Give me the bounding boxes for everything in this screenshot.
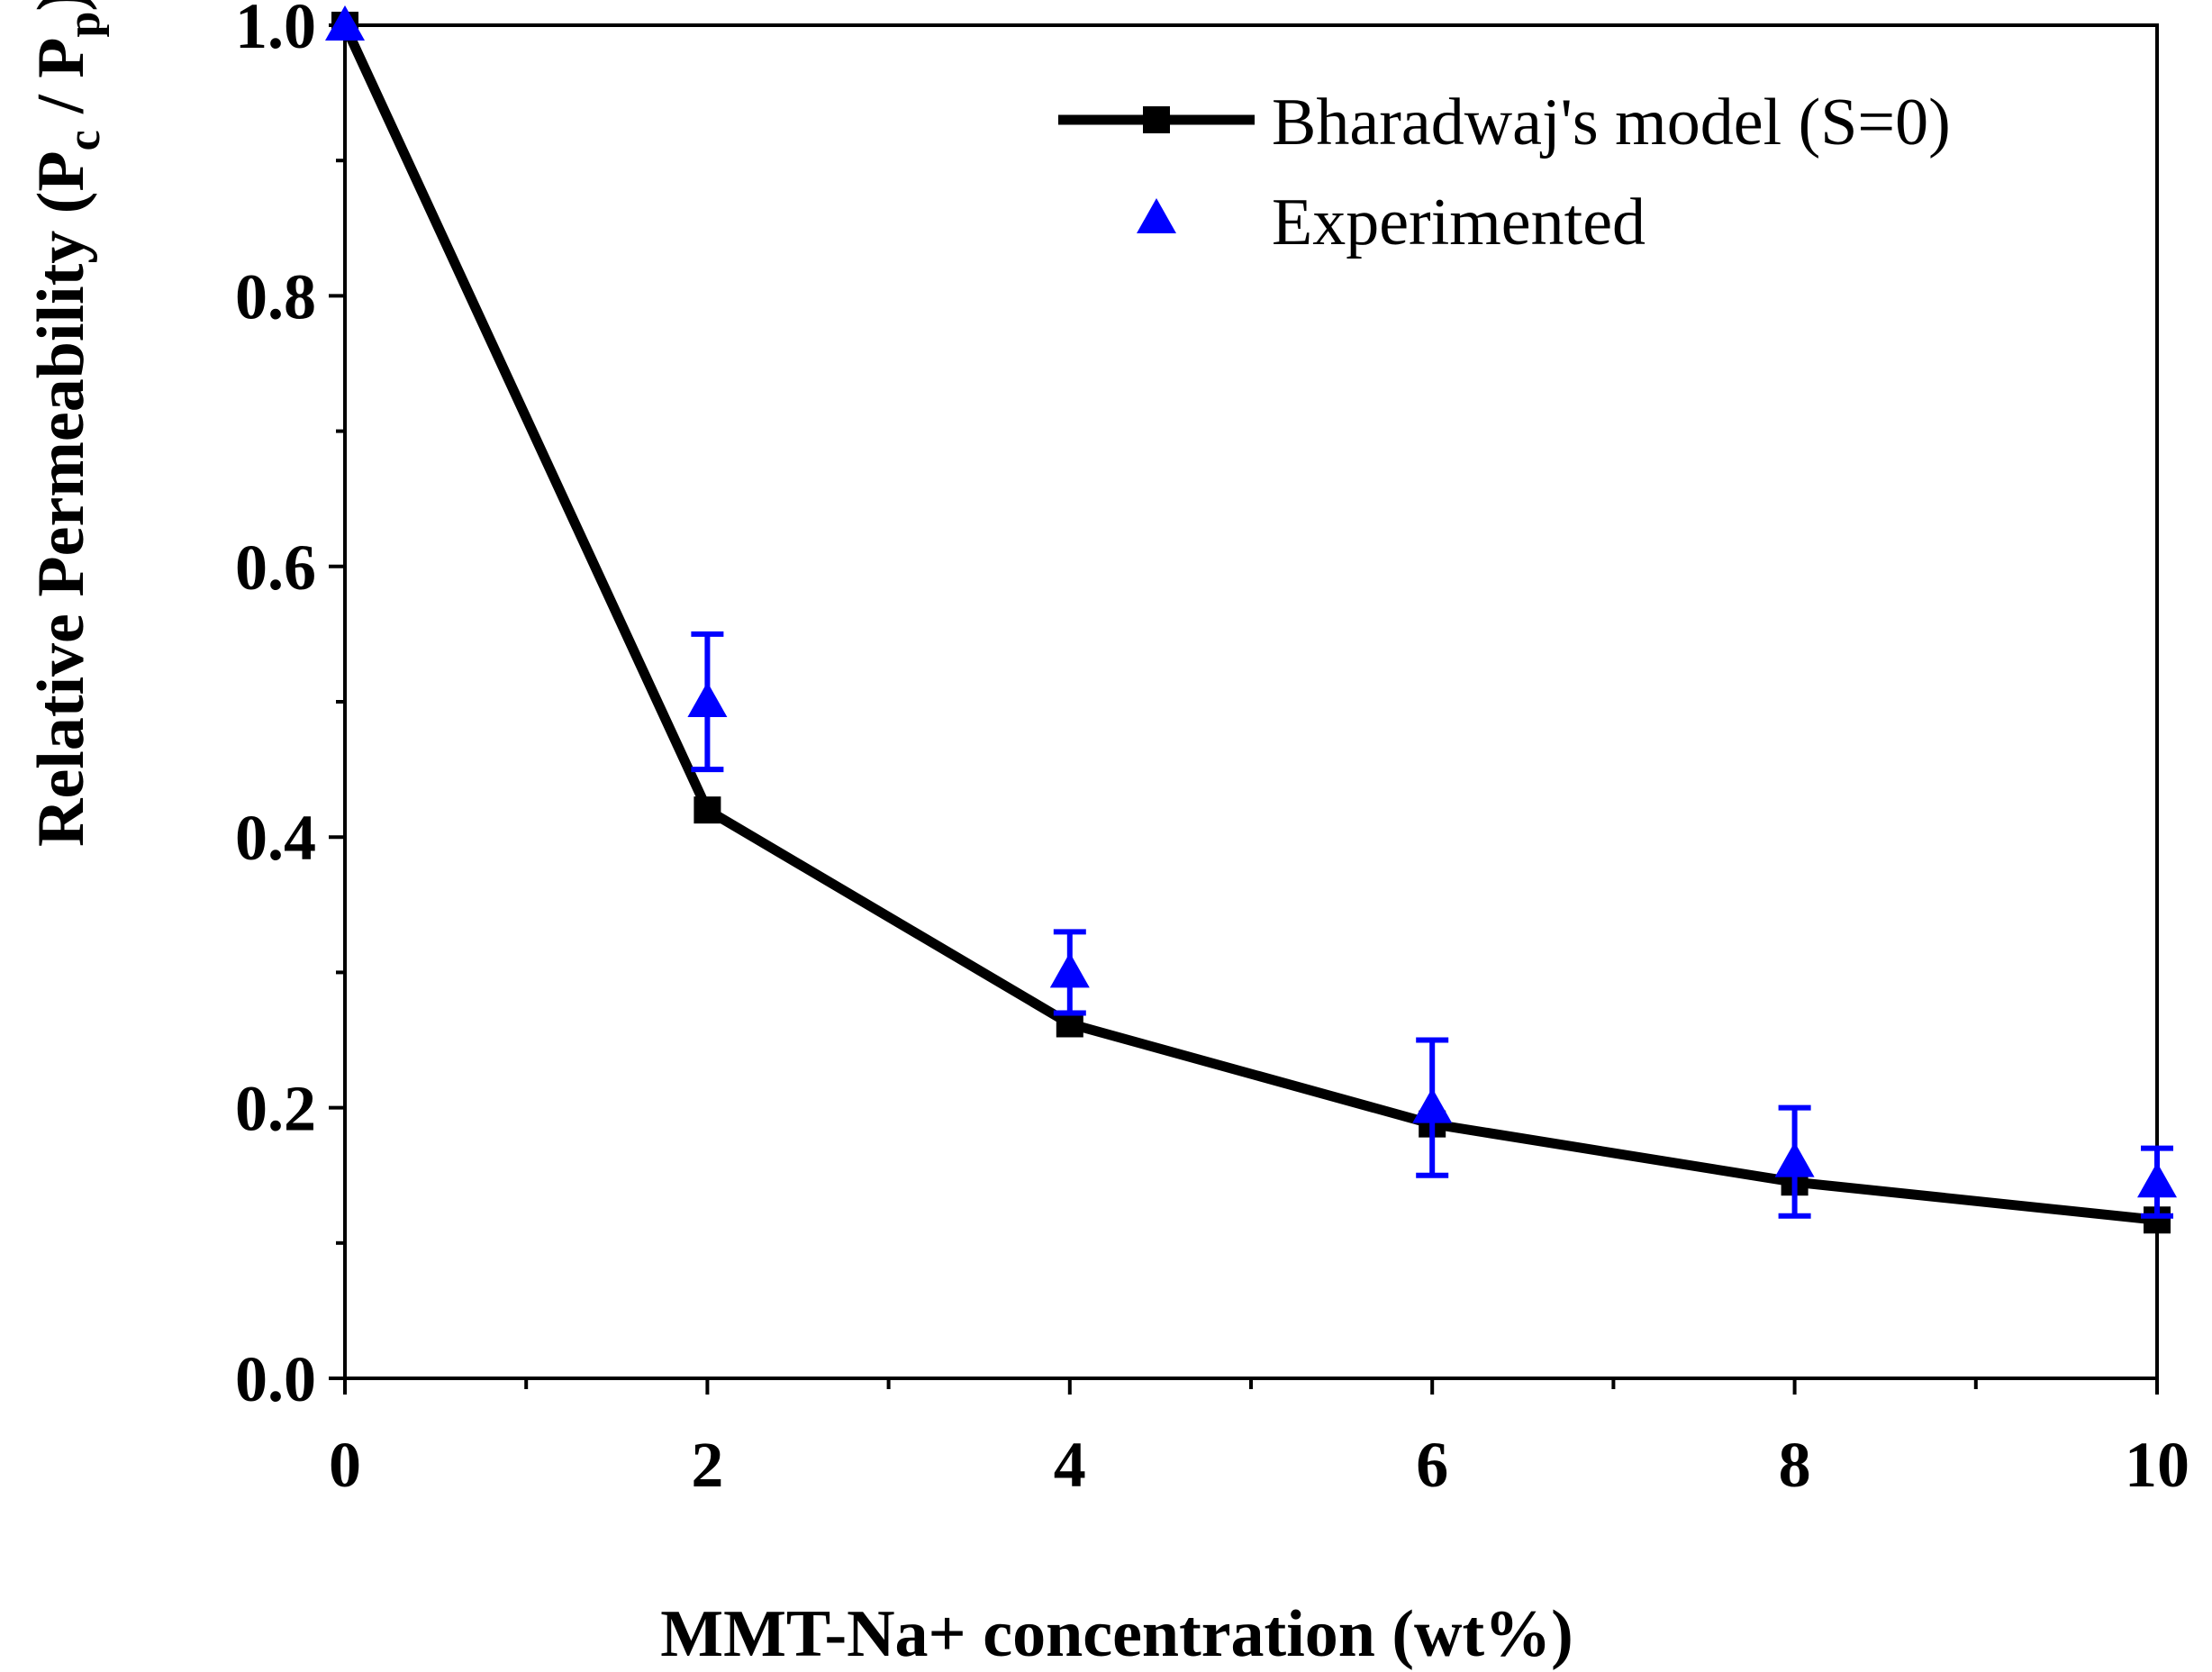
x-tick-label: 10 (2125, 1429, 2189, 1501)
experiment-point (2137, 1162, 2177, 1198)
legend-experiment-label: Experimented (1272, 186, 1645, 259)
y-tick-label: 0.0 (235, 1343, 316, 1415)
y-axis-title-sep: / P (24, 38, 98, 131)
plot-area (343, 23, 2159, 1380)
x-tick-label: 0 (329, 1429, 361, 1501)
model-line (340, 23, 2158, 1225)
x-axis-title: MMT-Na+ concentration (wt%) (660, 1597, 1573, 1671)
experiment-point (1412, 1087, 1453, 1123)
x-tick-label: 6 (1416, 1429, 1448, 1501)
experiment-point (687, 682, 728, 717)
y-axis-title-close: ) (24, 0, 98, 12)
x-tick-label: 8 (1779, 1429, 1811, 1501)
experiment-point (1049, 952, 1090, 988)
legend-experiment-marker (1137, 198, 1176, 233)
model-point (694, 796, 721, 824)
legend-model-marker (1143, 106, 1170, 133)
y-tick-label: 1.0 (235, 0, 316, 62)
y-axis-title-sub-p: p (59, 12, 110, 38)
x-tick-label: 4 (1054, 1429, 1086, 1501)
x-axis-ticks: 0 2 4 6 8 10 (329, 1378, 2189, 1501)
y-tick-label: 0.8 (235, 260, 316, 332)
y-axis-title-sub-c: c (59, 130, 110, 150)
y-axis-title-main: Relative Permeability (P (24, 150, 98, 847)
legend-model-label: Bharadwaj's model (S=0) (1272, 86, 1951, 159)
y-axis-title: Relative Permeability (Pc / Pp) (24, 0, 110, 847)
y-axis-ticks: 0.0 0.2 0.4 0.6 0.8 1.0 (235, 0, 345, 1415)
plot-frame (343, 23, 2159, 1380)
experiment-point (1774, 1141, 1815, 1177)
y-tick-label: 0.2 (235, 1073, 316, 1145)
experiment-point (325, 5, 365, 41)
y-tick-label: 0.4 (235, 802, 316, 874)
y-tick-label: 0.6 (235, 532, 316, 604)
legend: Bharadwaj's model (S=0) Experimented (1058, 86, 1951, 259)
x-tick-label: 2 (691, 1429, 723, 1501)
series-layer (325, 5, 2177, 1234)
